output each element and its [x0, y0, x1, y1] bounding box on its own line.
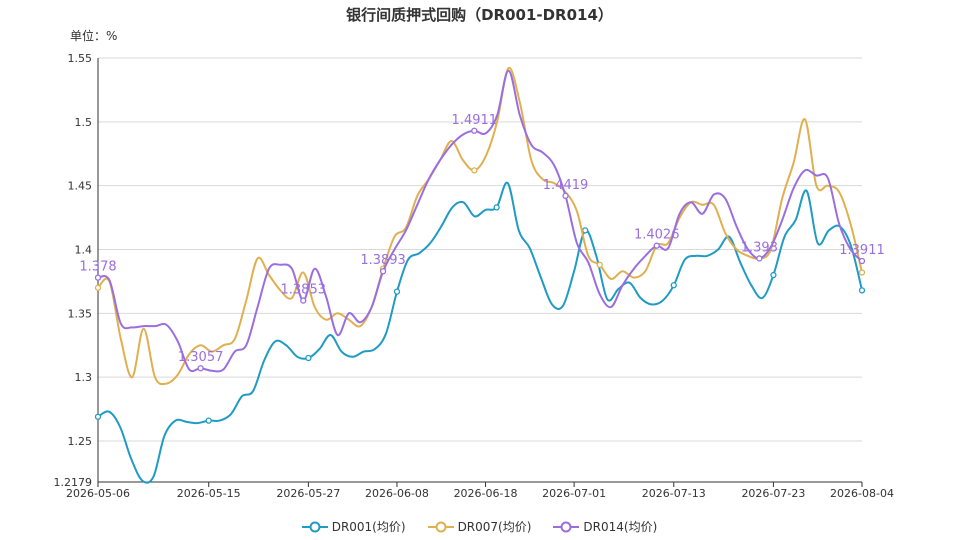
series-0-point-52	[670, 282, 677, 289]
x-tick-label-7: 2026-07-23	[741, 487, 805, 500]
series-2-point-58	[756, 255, 763, 262]
series-2-point-25	[379, 268, 387, 275]
series-0-point-36	[493, 204, 500, 211]
y-tick-label-3: 1.35	[68, 307, 93, 320]
data-label-4: 1.4911	[452, 113, 498, 128]
data-label-2: 1.3853	[281, 283, 327, 298]
series-2-point-33	[471, 127, 478, 134]
legend-item-dr014[interactable]: DR014(均价)	[553, 518, 657, 535]
chart-title: 银行间质押式回购（DR001-DR014）	[346, 6, 613, 24]
legend-swatch-dr007	[427, 521, 454, 532]
data-label-5: 1.4419	[543, 178, 589, 193]
data-label-6: 1.4026	[634, 228, 680, 243]
series-0-point-61	[770, 271, 777, 279]
series-2-point-41	[562, 192, 569, 200]
legend-label-dr001: DR001(均价)	[331, 520, 406, 534]
y-tick-label-4: 1.4	[75, 244, 93, 257]
series-2-point-49	[653, 242, 660, 249]
x-tick-label-3: 2026-06-08	[365, 487, 429, 500]
line-chart: 1.2179 1.25 1.3 1.35 1.4 1.45 1.5 1.55 2026-05-0…	[54, 52, 894, 500]
series-2-point-9	[197, 365, 204, 372]
series-line-0	[97, 181, 863, 484]
series-1-point-33	[471, 167, 478, 174]
x-tick-label-5: 2026-07-01	[542, 487, 606, 500]
series-2-point-18	[300, 297, 307, 304]
y-tick-label-0: 1.2179	[54, 476, 93, 489]
data-label-7: 1.393	[741, 240, 778, 255]
series-0-point-27	[393, 288, 401, 295]
legend-swatch-dr001	[301, 521, 328, 532]
legend-item-dr001[interactable]: DR001(均价)	[301, 518, 406, 535]
series-0-point-69	[858, 287, 866, 294]
series-0-point-10	[205, 417, 212, 424]
y-tick-label-7: 1.55	[68, 52, 93, 65]
x-tick-label-8: 2026-08-04	[830, 487, 894, 500]
series-line-1	[97, 67, 863, 386]
series-0-point-19	[305, 354, 312, 362]
data-label-1: 1.3057	[178, 350, 224, 365]
unit-label: 单位：%	[70, 29, 118, 43]
y-tick-label-2: 1.3	[75, 371, 93, 384]
y-tick-label-5: 1.45	[68, 180, 93, 193]
x-tick-label-2: 2026-05-27	[276, 487, 340, 500]
data-label-8: 1.3911	[839, 243, 885, 258]
x-tick-label-4: 2026-06-18	[454, 487, 518, 500]
legend-label-dr014: DR014(均价)	[583, 520, 658, 534]
series-0-point-0	[94, 413, 102, 420]
series-1-point-0	[94, 284, 102, 291]
series-1-point-44	[596, 261, 603, 268]
series-0-point-44	[582, 227, 589, 234]
legend-swatch-dr014	[553, 521, 580, 532]
y-tick-label-6: 1.5	[75, 116, 93, 129]
series-1-point-67	[858, 269, 866, 276]
legend: DR001(均价) DR007(均价) DR014(均价)	[0, 518, 959, 535]
x-tick-label-6: 2026-07-13	[642, 487, 706, 500]
data-label-3: 1.3893	[360, 253, 406, 268]
series-2-point-0	[94, 274, 102, 281]
legend-item-dr007[interactable]: DR007(均价)	[427, 518, 532, 535]
series-2-point-67	[858, 257, 866, 265]
data-label-0: 1.378	[79, 260, 116, 275]
x-tick-label-0: 2026-05-06	[66, 487, 130, 500]
legend-label-dr007: DR007(均价)	[457, 520, 532, 534]
series-line-2	[97, 69, 863, 373]
x-tick-label-1: 2026-05-15	[177, 487, 241, 500]
y-tick-label-1: 1.25	[68, 435, 93, 448]
